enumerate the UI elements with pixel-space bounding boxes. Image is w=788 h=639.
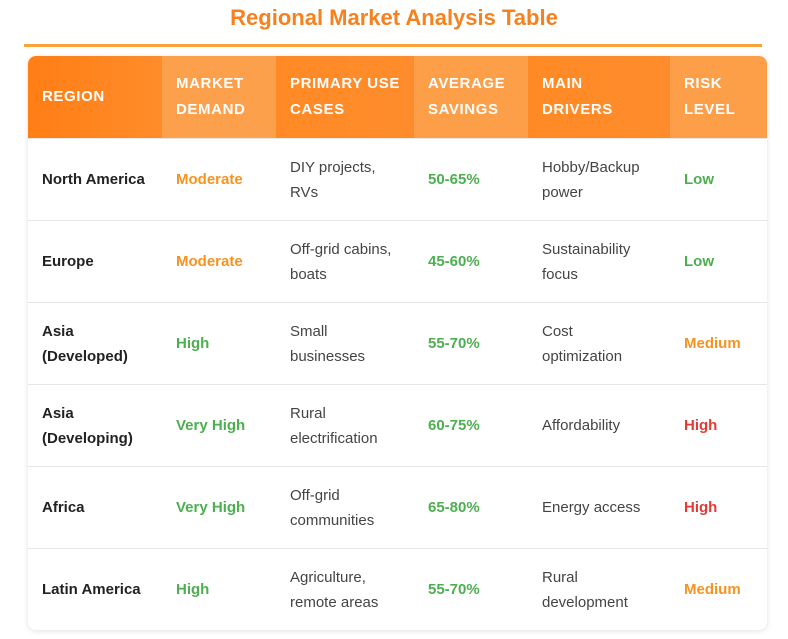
header-primary-use-cases[interactable]: PRIMARY USE CASES — [276, 56, 414, 139]
market-analysis-table: REGION MARKET DEMAND PRIMARY USE CASES A… — [28, 56, 767, 630]
cell-average-savings: 50-65% — [414, 138, 528, 221]
cell-main-drivers: Cost optimization — [528, 302, 670, 385]
table-row: Europe Moderate Off-grid cabins, boats 45-6… — [28, 220, 767, 303]
cell-main-drivers: Affordability — [528, 384, 670, 467]
cell-average-savings: 55-70% — [414, 548, 528, 630]
cell-region: Asia (Developing) — [28, 384, 162, 467]
cell-risk-level: High — [670, 384, 767, 467]
header-main-drivers[interactable]: MAIN DRIVERS — [528, 56, 670, 139]
cell-risk-level: Medium — [670, 548, 767, 630]
cell-market-demand: High — [162, 548, 276, 630]
cell-average-savings: 65-80% — [414, 466, 528, 549]
table-row: North America Moderate DIY projects, RVs 50… — [28, 138, 767, 221]
header-average-savings[interactable]: AVERAGE SAVINGS — [414, 56, 528, 139]
header-risk-level[interactable]: RISK LEVEL — [670, 56, 767, 139]
table-row: Asia (Developing) Very High Rural electrif… — [28, 384, 767, 467]
header-region[interactable]: REGION — [28, 56, 162, 139]
cell-primary-use-cases: Rural electrification — [276, 384, 414, 467]
cell-risk-level: High — [670, 466, 767, 549]
cell-primary-use-cases: Agriculture, remote areas — [276, 548, 414, 630]
cell-main-drivers: Sustainability focus — [528, 220, 670, 303]
page-title: Regional Market Analysis Table — [230, 5, 558, 30]
cell-region: Latin America — [28, 548, 162, 630]
cell-primary-use-cases: DIY projects, RVs — [276, 138, 414, 221]
title-divider — [24, 44, 762, 47]
cell-market-demand: Moderate — [162, 220, 276, 303]
cell-primary-use-cases: Off-grid communities — [276, 466, 414, 549]
cell-region: North America — [28, 138, 162, 221]
table-row: Africa Very High Off-grid communities 65-80… — [28, 466, 767, 549]
cell-average-savings: 55-70% — [414, 302, 528, 385]
cell-primary-use-cases: Off-grid cabins, boats — [276, 220, 414, 303]
cell-market-demand: Very High — [162, 384, 276, 467]
cell-market-demand: Moderate — [162, 138, 276, 221]
cell-main-drivers: Rural development — [528, 548, 670, 630]
cell-region: Europe — [28, 220, 162, 303]
cell-market-demand: Very High — [162, 466, 276, 549]
table-row: Latin America High Agriculture, remote are… — [28, 548, 767, 630]
cell-market-demand: High — [162, 302, 276, 385]
table-header-row: REGION MARKET DEMAND PRIMARY USE CASES A… — [28, 56, 767, 139]
cell-risk-level: Medium — [670, 302, 767, 385]
cell-region: Asia (Developed) — [28, 302, 162, 385]
table-row: Asia (Developed) High Small businesses 55-7… — [28, 302, 767, 385]
cell-main-drivers: Hobby/Backup power — [528, 138, 670, 221]
cell-main-drivers: Energy access — [528, 466, 670, 549]
cell-average-savings: 45-60% — [414, 220, 528, 303]
cell-primary-use-cases: Small businesses — [276, 302, 414, 385]
cell-risk-level: Low — [670, 138, 767, 221]
cell-risk-level: Low — [670, 220, 767, 303]
cell-region: Africa — [28, 466, 162, 549]
cell-average-savings: 60-75% — [414, 384, 528, 467]
header-market-demand[interactable]: MARKET DEMAND — [162, 56, 276, 139]
